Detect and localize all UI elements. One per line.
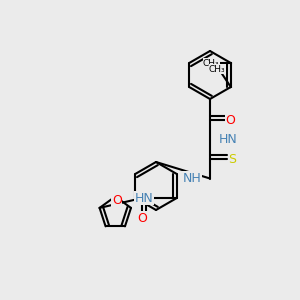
Text: O: O [112, 194, 122, 208]
Text: S: S [229, 152, 236, 166]
Text: CH₃: CH₃ [209, 64, 226, 74]
Text: O: O [226, 113, 235, 127]
Text: HN: HN [135, 191, 153, 205]
Text: CH₃: CH₃ [203, 58, 220, 68]
Text: O: O [137, 212, 147, 225]
Text: NH: NH [183, 172, 202, 185]
Text: HN: HN [218, 133, 237, 146]
